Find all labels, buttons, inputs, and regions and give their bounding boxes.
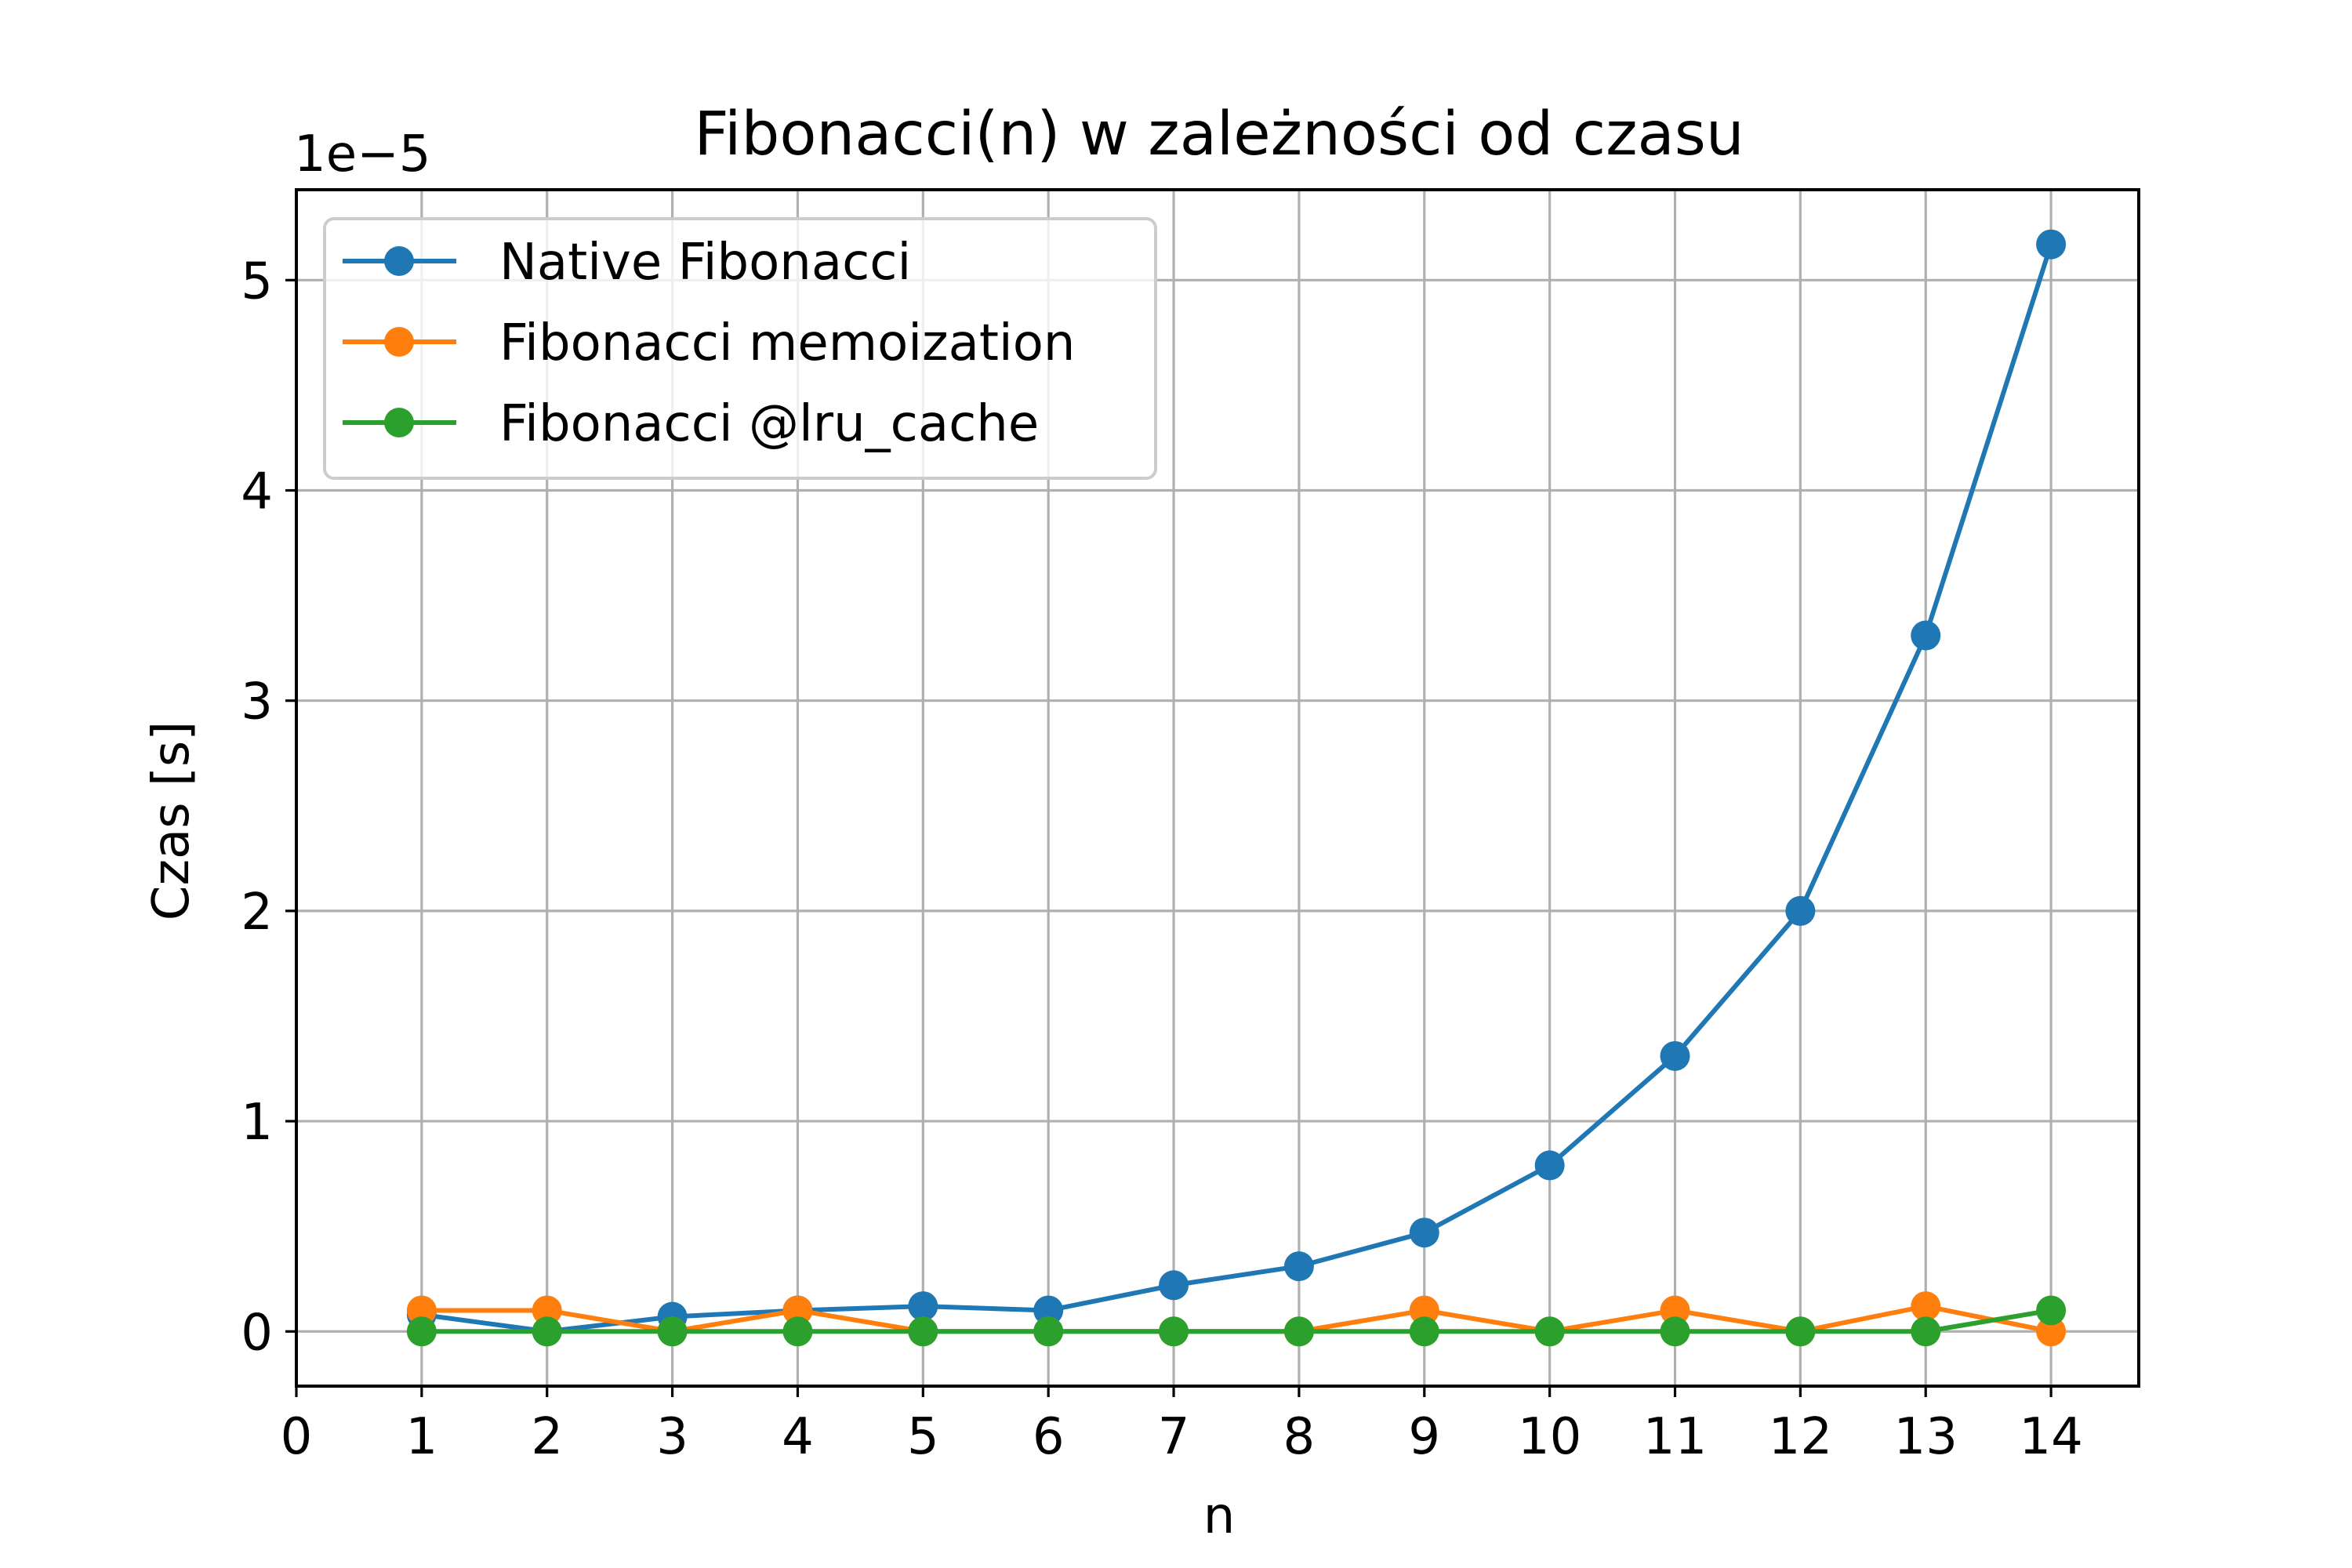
legend: Native Fibonacci Fibonacci memoization Fib… [323, 217, 1157, 480]
data-point [1033, 1295, 1064, 1326]
x-tick-label: 11 [1643, 1408, 1707, 1466]
x-tick-label: 9 [1408, 1408, 1440, 1466]
data-point [908, 1316, 938, 1347]
series-line [421, 243, 2053, 1334]
y-tick-label: 3 [241, 673, 273, 731]
data-point [1283, 1316, 1314, 1347]
legend-marker [384, 327, 414, 357]
data-point [2036, 229, 2067, 260]
series-2 [406, 1295, 2067, 1347]
x-tick-label: 8 [1283, 1408, 1316, 1466]
data-point [1660, 1040, 1690, 1071]
y-tick-label: 4 [241, 463, 273, 521]
x-tick-label: 5 [907, 1408, 939, 1466]
data-point [908, 1291, 938, 1322]
plot-frame [295, 188, 2140, 1388]
data-point [2036, 1295, 2067, 1326]
x-tick-label: 7 [1158, 1408, 1190, 1466]
data-point [406, 1316, 437, 1347]
series-layer [406, 229, 2067, 1347]
data-point [1660, 1316, 1690, 1347]
data-point [657, 1316, 688, 1347]
x-tick-label: 3 [656, 1408, 688, 1466]
legend-marker [384, 246, 414, 276]
data-point [1660, 1295, 1690, 1326]
data-point [1409, 1316, 1439, 1347]
legend-label: Fibonacci @lru_cache [499, 395, 1039, 453]
data-point [782, 1295, 813, 1326]
x-tick-label: 12 [1769, 1408, 1832, 1466]
x-tick-label: 1 [406, 1408, 438, 1466]
data-point [1911, 1316, 1941, 1347]
data-point [406, 1295, 437, 1326]
y-tick-label: 0 [241, 1304, 273, 1362]
series-line [421, 1308, 2052, 1334]
data-point [1409, 1218, 1439, 1248]
data-point [1534, 1150, 1565, 1181]
x-tick-label: 10 [1518, 1408, 1581, 1466]
x-tick-label: 0 [281, 1408, 313, 1466]
y-axis-title: Czas [s] [143, 721, 201, 920]
y-tick-label: 1 [241, 1094, 273, 1152]
legend-item: Fibonacci memoization [343, 314, 1075, 372]
legend-marker [384, 408, 414, 437]
legend-item: Native Fibonacci [343, 234, 911, 292]
x-tick-label: 6 [1033, 1408, 1065, 1466]
data-point [2036, 1316, 2067, 1347]
y-tick-label: 5 [241, 252, 273, 310]
data-point [1785, 895, 1816, 926]
data-point [532, 1295, 562, 1326]
data-point [1283, 1251, 1314, 1282]
data-point [1911, 620, 1941, 651]
data-point [1159, 1270, 1189, 1301]
x-tick-label: 4 [782, 1408, 814, 1466]
y-offset-label: 1e−5 [294, 125, 430, 183]
x-tick-label: 2 [531, 1408, 563, 1466]
data-point [782, 1316, 813, 1347]
data-point [1409, 1295, 1439, 1326]
data-point [1911, 1291, 1941, 1322]
legend-box [323, 217, 1157, 480]
chart-title: Fibonacci(n) w zależności od czasu [694, 100, 1744, 169]
x-tick-label: 14 [2019, 1408, 2082, 1466]
legend-item: Fibonacci @lru_cache [343, 395, 1039, 453]
legend-label: Native Fibonacci [499, 234, 911, 292]
data-point [1033, 1316, 1064, 1347]
x-tick-label: 13 [1894, 1408, 1958, 1466]
legend-label: Fibonacci memoization [499, 314, 1075, 372]
y-tick-label: 2 [241, 884, 273, 942]
x-axis-title: n [1203, 1487, 1236, 1545]
data-point [1785, 1316, 1816, 1347]
data-point [1159, 1316, 1189, 1347]
data-point [1534, 1316, 1565, 1347]
data-point [532, 1316, 562, 1347]
